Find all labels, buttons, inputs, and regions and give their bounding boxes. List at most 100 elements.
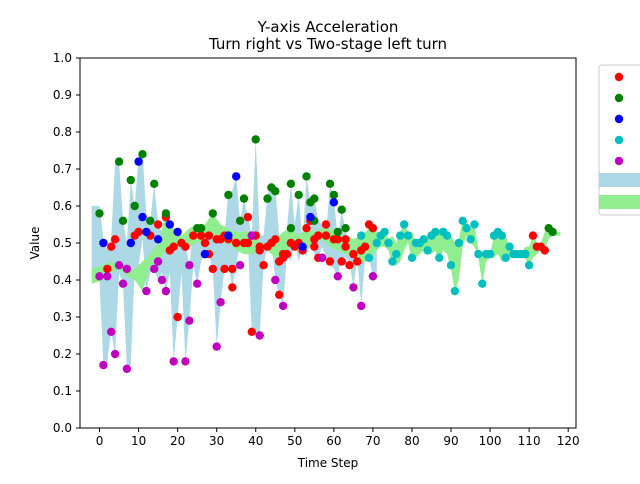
point-series-0 [220,264,229,274]
point-series-0 [345,261,354,270]
point-series-4 [169,357,178,366]
point-series-3 [442,231,452,240]
point-series-4 [95,272,104,281]
y-tick-label: 0.8 [53,125,72,139]
legend-band-swatch [599,173,640,187]
point-series-2 [142,227,151,237]
y-axis-label: Value [28,227,42,260]
point-series-0 [310,242,319,251]
point-series-1 [251,135,260,144]
point-series-4 [368,272,378,281]
point-series-4 [349,283,358,292]
legend [598,64,640,216]
point-series-4 [255,331,264,340]
band-0 [91,139,377,369]
point-series-0 [302,224,311,233]
point-series-4 [181,357,190,366]
point-series-4 [185,316,194,325]
point-series-0 [341,235,350,244]
point-series-4 [99,360,108,370]
point-series-1 [208,209,217,218]
point-series-4 [161,286,171,296]
point-series-2 [134,157,143,166]
x-tick-label: 0 [96,434,104,448]
point-series-1 [271,187,280,196]
point-series-0 [228,283,237,292]
point-series-3 [454,238,463,248]
y-tick-label: 0.0 [53,421,72,435]
point-series-3 [380,227,389,237]
x-tick-label: 60 [326,434,341,448]
y-tick-label: 0.6 [53,199,72,213]
x-tick-label: 20 [170,434,185,448]
point-series-1 [95,209,104,218]
point-series-0 [153,220,163,229]
point-series-2 [298,242,307,251]
point-series-4 [247,231,256,240]
point-series-1 [310,194,319,203]
point-series-2 [153,235,163,244]
point-series-2 [99,238,108,248]
point-series-0 [314,231,323,240]
point-series-4 [278,301,288,311]
x-tick-label: 80 [404,434,419,448]
point-series-4 [271,275,280,285]
y-tick-label: 0.2 [53,347,72,361]
point-series-4 [193,279,202,288]
point-series-3 [392,249,401,259]
point-series-0 [341,242,350,251]
point-series-4 [107,327,116,336]
point-series-1 [196,224,206,233]
point-series-0 [110,235,120,244]
point-series-3 [403,231,413,240]
point-series-3 [470,220,479,229]
point-series-0 [540,246,549,255]
point-series-3 [407,253,417,262]
point-series-0 [333,235,342,244]
point-series-4 [157,275,167,285]
point-series-1 [263,194,272,203]
point-series-3 [388,257,397,266]
point-series-4 [122,264,132,274]
point-series-3 [466,235,475,244]
point-series-3 [524,261,534,270]
point-series-0 [243,212,253,222]
point-series-0 [271,235,280,244]
point-series-0 [189,231,198,240]
point-series-1 [548,227,557,237]
point-series-2 [224,231,233,240]
point-series-0 [181,242,190,251]
point-series-3 [400,220,409,229]
point-series-1 [118,216,128,225]
point-series-3 [446,261,456,270]
point-series-3 [505,242,514,251]
point-series-0 [208,264,217,274]
point-series-3 [384,238,393,248]
legend-marker [614,156,624,166]
x-tick-label: 30 [209,434,224,448]
point-series-0 [200,238,210,248]
point-series-4 [317,253,327,262]
x-tick-label: 120 [557,434,580,448]
point-series-4 [333,272,342,281]
point-series-0 [282,249,292,259]
point-series-3 [396,231,405,240]
point-series-4 [142,286,151,296]
chart-subtitle: Turn right vs Two-stage left turn [208,35,447,53]
legend-marker [614,93,624,103]
point-series-3 [431,227,440,237]
point-series-0 [337,257,346,266]
point-series-0 [360,242,370,251]
point-series-0 [107,242,116,251]
point-series-1 [329,190,339,200]
x-tick-label: 110 [518,434,541,448]
point-series-1 [235,216,245,225]
x-axis: 0 10 20 30 40 50 60 70 80 90 100 110 120 [96,428,580,448]
point-series-4 [118,279,128,288]
point-series-0 [368,224,378,233]
point-series-4 [110,349,120,359]
point-series-1 [333,227,342,237]
point-series-4 [235,261,245,270]
point-series-1 [325,179,335,188]
